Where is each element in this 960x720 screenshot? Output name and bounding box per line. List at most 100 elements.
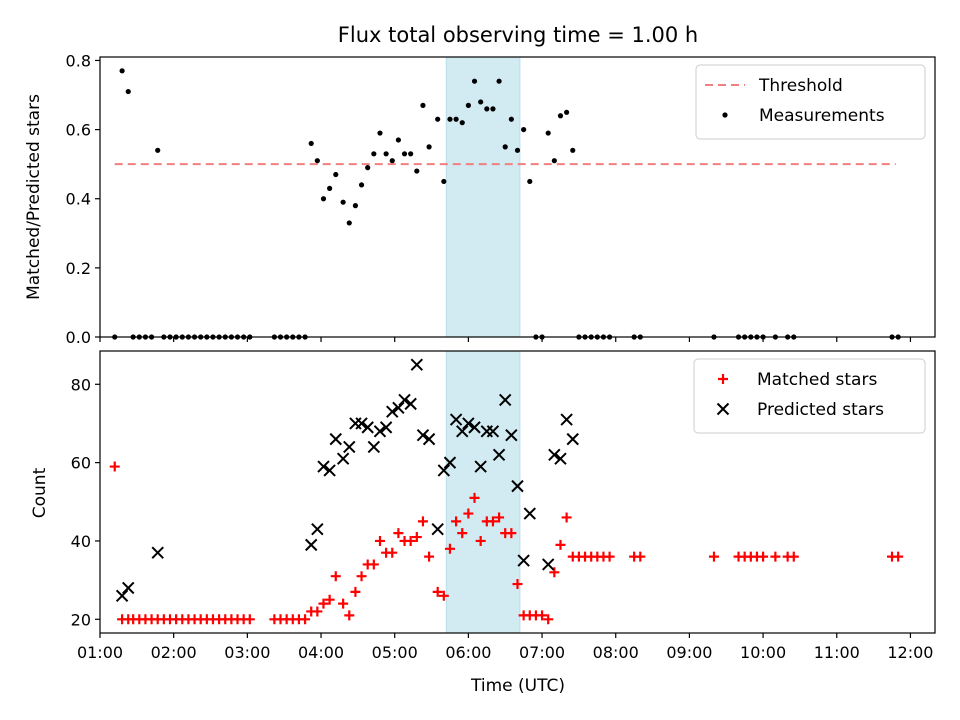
data-point: [393, 528, 404, 539]
data-point: [410, 358, 424, 371]
data-point: [494, 512, 505, 523]
data-point: [541, 558, 555, 571]
x-tick-label: 12:00: [887, 643, 933, 662]
data-point: [456, 425, 469, 438]
data-point: [356, 571, 367, 582]
data-point: [499, 393, 512, 407]
plot-frame: [99, 350, 936, 634]
data-point: [392, 401, 405, 414]
data-point: [311, 523, 324, 536]
data-point: [115, 589, 129, 602]
data-point: [377, 130, 383, 136]
data-point: [374, 535, 385, 546]
data-point: [122, 581, 135, 595]
data-point: [389, 158, 395, 164]
highlight-band: [445, 56, 521, 338]
x-tick-label: 08:00: [593, 643, 639, 662]
x-tick-label: 04:00: [298, 643, 344, 662]
data-point: [417, 516, 428, 527]
data-point: [422, 432, 436, 446]
legend-matched-swatch: [718, 374, 728, 384]
data-point: [373, 425, 387, 438]
data-point: [416, 429, 430, 442]
data-point: [300, 614, 311, 625]
data-point: [758, 551, 769, 562]
x-axis-label: Time (UTC): [470, 676, 565, 696]
y-tick-label: 80: [71, 375, 91, 394]
data-point: [502, 144, 508, 150]
data-point: [365, 165, 371, 171]
data-point: [459, 120, 465, 126]
data-point: [484, 106, 490, 112]
data-point: [549, 567, 560, 578]
data-point: [496, 78, 502, 84]
data-point: [527, 178, 533, 185]
data-point: [109, 461, 120, 472]
data-point: [346, 220, 352, 226]
data-point: [449, 413, 463, 426]
data-point: [453, 116, 459, 122]
data-point: [514, 147, 521, 153]
x-tick-label: 09:00: [666, 643, 712, 662]
data-point: [557, 113, 564, 119]
data-point: [508, 116, 514, 122]
data-point: [405, 535, 416, 546]
y-tick-label: 20: [71, 610, 91, 629]
data-point: [545, 130, 551, 136]
data-point: [318, 598, 329, 609]
data-point: [119, 68, 125, 74]
legend: Threshold Measurements: [695, 64, 926, 140]
x-tick-label: 03:00: [224, 643, 270, 662]
data-point: [414, 168, 420, 174]
data-point: [320, 196, 327, 202]
data-point: [561, 512, 572, 523]
data-point: [554, 452, 567, 465]
y-tick-label: 0.8: [66, 51, 91, 70]
data-point: [506, 528, 517, 539]
data-point: [244, 614, 255, 625]
data-point: [383, 151, 389, 157]
data-point: [475, 535, 486, 546]
x-tick-label: 10:00: [740, 643, 786, 662]
data-point: [457, 528, 468, 539]
data-point: [487, 516, 498, 527]
data-point: [521, 126, 527, 133]
data-point: [551, 158, 557, 164]
data-point: [444, 543, 455, 554]
y-tick-label: 0.0: [66, 328, 91, 347]
y-tick-label: 0.6: [66, 121, 91, 140]
data-point: [788, 551, 799, 562]
data-point: [317, 460, 330, 473]
data-point: [424, 551, 435, 562]
data-point: [338, 598, 349, 609]
chart-title: Flux total observing time = 1.00 h: [338, 23, 698, 47]
data-point: [438, 590, 449, 601]
data-point: [560, 413, 573, 426]
data-point: [474, 460, 487, 473]
data-point: [155, 147, 161, 153]
legend: Matched stars Predicted stars: [693, 358, 926, 434]
data-point: [344, 610, 355, 621]
data-point: [327, 185, 333, 191]
data-point: [523, 507, 536, 520]
top-panel: Flux total observing time = 1.00 h Match…: [24, 23, 936, 347]
data-point: [426, 144, 432, 150]
data-point: [543, 614, 554, 625]
data-point: [333, 171, 339, 178]
data-point: [349, 417, 362, 430]
x-tick-label: 06:00: [445, 643, 491, 662]
y-tick-label: 60: [71, 454, 91, 473]
data-point: [330, 571, 341, 582]
y-tick-label: 0.4: [66, 190, 91, 209]
data-point: [437, 464, 451, 477]
data-point: [404, 397, 417, 411]
data-point: [517, 554, 530, 567]
data-point: [408, 151, 414, 157]
data-point: [358, 182, 365, 188]
data-point: [893, 551, 904, 562]
data-point: [555, 539, 566, 550]
legend-measurements-swatch: [722, 112, 728, 118]
data-point: [324, 594, 335, 605]
bottom-panel: Time (UTC) Count 20 40 60 80 01:00 02:00 03:00…: [30, 350, 936, 696]
legend-label: Threshold: [758, 76, 843, 96]
